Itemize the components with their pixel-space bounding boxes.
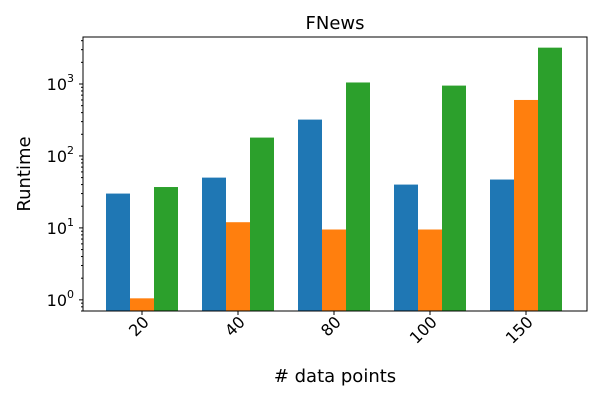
y-tick-label: 100 xyxy=(47,288,74,310)
bar-150-series-3 xyxy=(538,47,562,312)
bar-80-series-3 xyxy=(346,82,370,311)
bars-group xyxy=(106,47,562,312)
y-ticks-group: 100 101 102 103 xyxy=(47,40,83,312)
bar-80-series-1 xyxy=(298,119,322,311)
bar-150-series-2 xyxy=(514,99,538,312)
bar-20-series-2 xyxy=(130,298,154,311)
x-tick-label-20: 20 xyxy=(125,312,153,340)
chart-title: FNews xyxy=(306,13,365,34)
bar-40-series-2 xyxy=(226,222,250,311)
y-axis-label: Runtime xyxy=(14,136,35,211)
bar-150-series-1 xyxy=(490,179,514,311)
x-tick-label-100: 100 xyxy=(406,312,441,347)
x-tick-label-150: 150 xyxy=(502,312,537,347)
y-tick-label: 102 xyxy=(47,144,74,166)
bar-40-series-1 xyxy=(202,177,226,311)
bar-20-series-3 xyxy=(154,187,178,311)
y-tick-label: 101 xyxy=(47,216,74,238)
plot-frame xyxy=(82,36,588,312)
bar-80-series-2 xyxy=(322,229,346,311)
bar-20-series-1 xyxy=(106,193,130,311)
y-tick-label: 103 xyxy=(47,72,74,94)
x-ticks-group: 20 40 80 100 150 xyxy=(125,311,537,347)
x-axis-label: # data points xyxy=(274,366,396,387)
bar-40-series-3 xyxy=(250,137,274,311)
x-tick-label-40: 40 xyxy=(221,312,249,340)
x-tick-label-80: 80 xyxy=(317,312,345,340)
bar-100-series-1 xyxy=(394,184,418,311)
bar-100-series-3 xyxy=(442,85,466,311)
bar-100-series-2 xyxy=(418,229,442,311)
